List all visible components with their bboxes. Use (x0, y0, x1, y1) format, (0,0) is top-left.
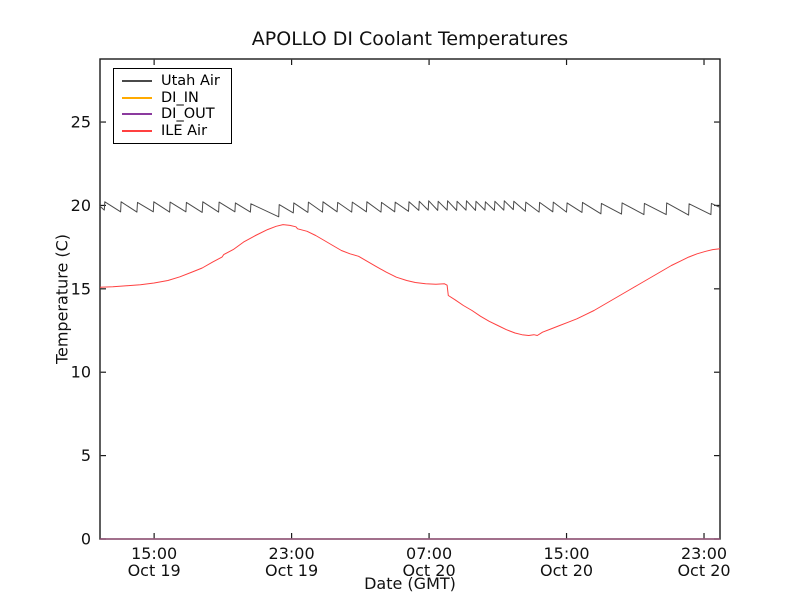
y-axis-label: Temperature (C) (52, 233, 72, 365)
x-axis-label: Date (GMT) (364, 574, 456, 593)
legend-line-sample (122, 129, 152, 132)
series-line-utah-air (99, 200, 721, 218)
x-tick-label-time: 23:00 (269, 544, 315, 563)
chart-title: APOLLO DI Coolant Temperatures (251, 28, 569, 50)
x-tick-label-date: Oct 19 (265, 561, 318, 580)
y-tick-label: 0 (81, 530, 91, 549)
legend-item-label: DI_IN (161, 89, 199, 106)
x-tick-label-date: Oct 19 (128, 561, 181, 580)
legend-line-sample (122, 96, 152, 99)
y-tick-label: 10 (71, 363, 91, 382)
x-tick-label-time: 15:00 (131, 544, 177, 563)
legend-item: ILE Air (114, 123, 231, 140)
legend-item: DI_OUT (114, 106, 231, 123)
legend-item: Utah Air (114, 73, 231, 90)
legend: Utah Air DI_IN DI_OUT ILE Air (113, 68, 232, 144)
x-tick-label-date: Oct 20 (540, 561, 593, 580)
x-tick-label-time: 07:00 (406, 544, 452, 563)
legend-item-label: Utah Air (161, 73, 220, 90)
legend-line-sample (122, 80, 152, 83)
x-tick-label-date: Oct 20 (403, 561, 456, 580)
legend-item-label: ILE Air (161, 122, 208, 139)
y-tick-label: 20 (71, 196, 91, 215)
legend-item: DI_IN (114, 90, 231, 107)
legend-item-label: DI_OUT (161, 106, 215, 123)
series-line-ile-air (99, 224, 721, 336)
x-tick-label-time: 23:00 (681, 544, 727, 563)
y-tick-label: 25 (71, 113, 91, 132)
y-tick-label: 15 (71, 279, 91, 298)
legend-line-sample (122, 113, 152, 116)
x-tick-label-time: 15:00 (543, 544, 589, 563)
y-tick-label: 5 (81, 446, 91, 465)
x-tick-label-date: Oct 20 (677, 561, 730, 580)
